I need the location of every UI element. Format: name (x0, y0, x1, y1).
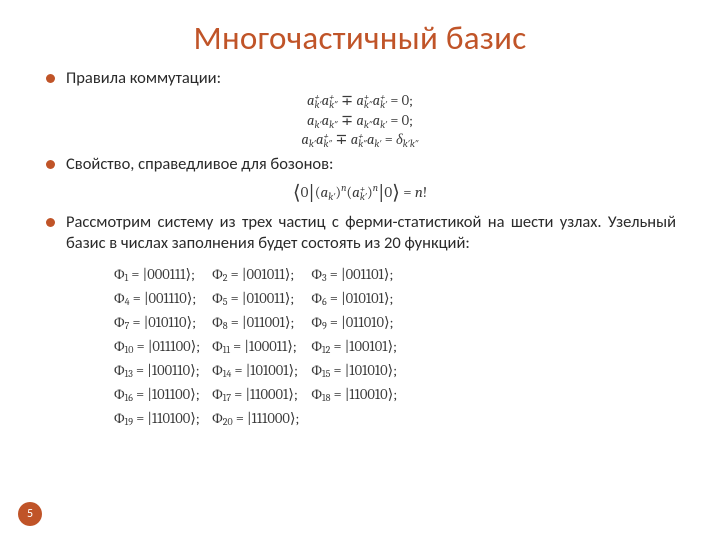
slide: Многочастичный базис Правила коммутации:… (0, 0, 720, 540)
phi-cell: Φ7 = |010110⟩; (114, 312, 212, 336)
phi-row: Φ7 = |010110⟩;Φ8 = |011001⟩;Φ9 = |011010… (114, 312, 409, 336)
bullet-list: Правила коммутации: a+k′a+k″ ∓ a+k″a+k′ … (44, 68, 676, 254)
phi-cell: Φ14 = |101001⟩; (212, 360, 311, 384)
phi-cell: Φ20 = |111000⟩; (212, 408, 311, 432)
phi-cell: Φ10 = |011100⟩; (114, 336, 212, 360)
bullet-boson: Свойство, справедливое для бозонов: (44, 154, 676, 175)
phi-row: Φ1 = |000111⟩;Φ2 = |001011⟩;Φ3 = |001101… (114, 264, 409, 288)
phi-row: Φ19 = |110100⟩;Φ20 = |111000⟩; (114, 408, 409, 432)
phi-cell: Φ12 = |100101⟩; (311, 336, 409, 360)
phi-cell: Φ17 = |110001⟩; (212, 384, 311, 408)
bullet-commutation: Правила коммутации: (44, 68, 676, 89)
bullet-text: Рассмотрим систему из трех частиц с ферм… (66, 212, 676, 253)
phi-cell: Φ19 = |110100⟩; (114, 408, 212, 432)
phi-cell: Φ8 = |011001⟩; (212, 312, 311, 336)
bullet-system: Рассмотрим систему из трех частиц с ферм… (44, 212, 676, 254)
phi-cell: Φ15 = |101010⟩; (311, 360, 409, 384)
phi-cell: Φ6 = |010101⟩; (311, 288, 409, 312)
commutation-equations: a+k′a+k″ ∓ a+k″a+k′ = 0; ak′ak″ ∓ ak″ak′… (44, 91, 676, 150)
phi-row: Φ4 = |001110⟩;Φ5 = |010011⟩;Φ6 = |010101… (114, 288, 409, 312)
phi-cell: Φ3 = |001101⟩; (311, 264, 409, 288)
phi-cell: Φ13 = |100110⟩; (114, 360, 212, 384)
bullet-text: Правила коммутации: (66, 68, 221, 88)
phi-table: Φ1 = |000111⟩;Φ2 = |001011⟩;Φ3 = |001101… (114, 264, 409, 432)
phi-cell: Φ2 = |001011⟩; (212, 264, 311, 288)
slide-title: Многочастичный базис (44, 18, 676, 58)
phi-cell: Φ16 = |101100⟩; (114, 384, 212, 408)
commutation-line-2: ak′ak″ ∓ ak″ak′ = 0; (44, 111, 676, 131)
commutation-line-1: a+k′a+k″ ∓ a+k″a+k′ = 0; (44, 91, 676, 111)
boson-identity: ⟨0|(ak′)n(a+k′)n|0⟩ = n! (44, 179, 676, 206)
phi-cell: Φ4 = |001110⟩; (114, 288, 212, 312)
phi-cell: Φ1 = |000111⟩; (114, 264, 212, 288)
phi-row: Φ10 = |011100⟩;Φ11 = |100011⟩;Φ12 = |100… (114, 336, 409, 360)
bullet-text: Свойство, справедливое для бозонов: (66, 154, 333, 174)
phi-cell: Φ18 = |110010⟩; (311, 384, 409, 408)
commutation-line-3: ak′a+k″ ∓ a+k″ak′ = δk′k″ (44, 130, 676, 150)
phi-basis-block: Φ1 = |000111⟩;Φ2 = |001011⟩;Φ3 = |001101… (114, 264, 676, 432)
phi-cell: Φ5 = |010011⟩; (212, 288, 311, 312)
phi-row: Φ16 = |101100⟩;Φ17 = |110001⟩;Φ18 = |110… (114, 384, 409, 408)
phi-row: Φ13 = |100110⟩;Φ14 = |101001⟩;Φ15 = |101… (114, 360, 409, 384)
page-number-badge: 5 (18, 502, 42, 526)
phi-cell: Φ9 = |011010⟩; (311, 312, 409, 336)
phi-cell: Φ11 = |100011⟩; (212, 336, 311, 360)
